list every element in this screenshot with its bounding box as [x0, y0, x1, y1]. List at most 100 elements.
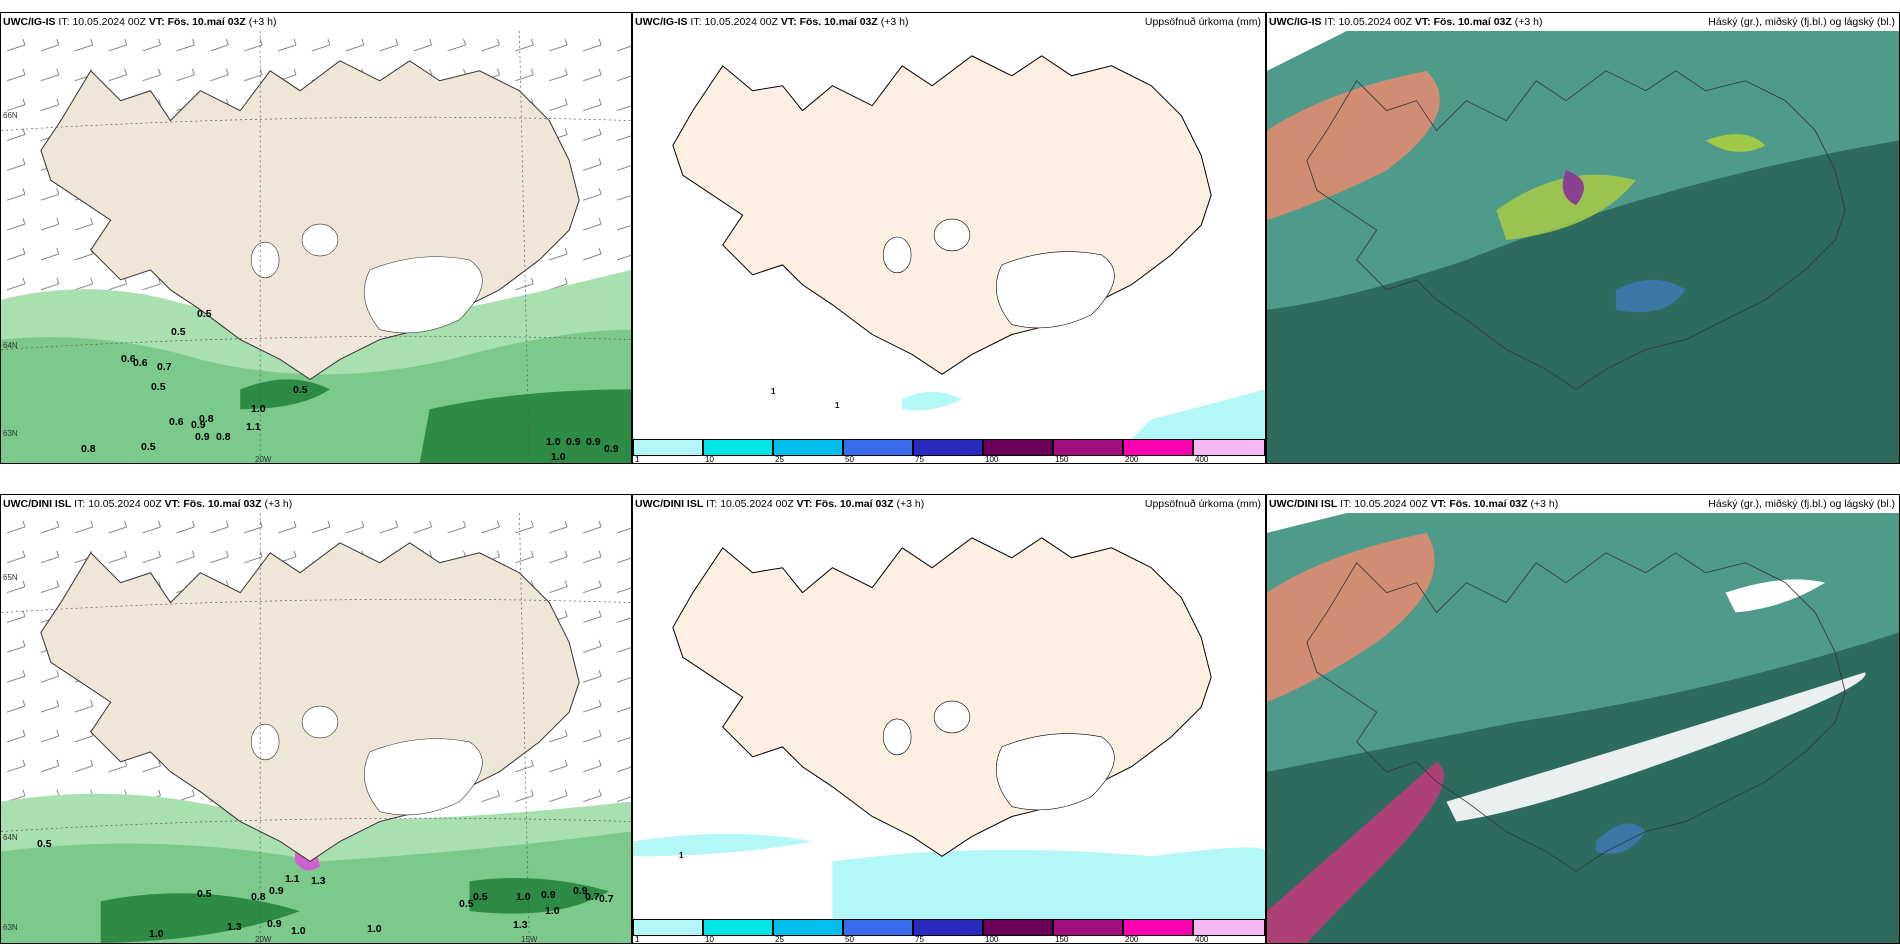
glacier [882, 236, 912, 274]
model-name: UWC/IG-IS [3, 16, 56, 28]
init-time: 10.05.2024 00Z [1354, 498, 1428, 510]
panel-header: UWC/IG-IS IT: 10.05.2024 00Z VT: Fös. 10… [1, 15, 631, 31]
lead-time: (+3 h) [880, 16, 909, 28]
gust-label: 0.9 [195, 431, 210, 443]
gust-label: 0.9 [269, 885, 284, 897]
lat-label: 65N [3, 573, 18, 582]
colorbar-tick: 1 [635, 455, 640, 464]
colorbar-swatch-2 [773, 439, 843, 456]
iceland-precip-svg [633, 537, 1265, 919]
iceland-wind-svg [1, 31, 631, 463]
init-time: 10.05.2024 00Z [704, 16, 778, 28]
colorbar-swatch-1 [703, 919, 773, 936]
gust-label: 0.9 [604, 443, 619, 455]
gust-label: 1.0 [251, 403, 266, 415]
gust-label: 0.7 [585, 891, 600, 903]
valid-time: Fös. 10.maí 03Z [183, 498, 262, 510]
colorbar-swatch-6 [1053, 919, 1123, 936]
gust-label: 0.5 [197, 888, 212, 900]
field-title: Uppsöfnuð úrkoma (mm) [1144, 498, 1261, 510]
it-label: IT: [706, 498, 718, 510]
panel-top-left-wind: UWC/IG-IS IT: 10.05.2024 00Z VT: Fös. 10… [0, 12, 632, 464]
model-name: UWC/IG-IS [1269, 16, 1322, 28]
model-name: UWC/DINI ISL [635, 498, 704, 510]
panel-top-mid-precip: UWC/IG-IS IT: 10.05.2024 00Z VT: Fös. 10… [632, 12, 1266, 464]
init-time: 10.05.2024 00Z [72, 16, 146, 28]
lead-time: (+3 h) [1530, 498, 1559, 510]
low-cloud [1615, 279, 1686, 313]
rain-area-heavy [419, 389, 631, 463]
glacier [882, 718, 912, 756]
gust-label: 1.0 [291, 925, 306, 937]
precip-label: 1 [771, 387, 776, 396]
gust-label: 1.1 [285, 873, 300, 885]
colorbar-tick: 25 [775, 455, 784, 464]
iceland-outline [1306, 70, 1846, 390]
glacier-vatnajokull [363, 256, 483, 334]
it-label: IT: [58, 16, 70, 28]
high-cloud [1267, 532, 1435, 703]
precip-area [633, 833, 813, 857]
panel-header: UWC/DINI ISL IT: 10.05.2024 00Z VT: Fös.… [633, 497, 1265, 513]
wind-map: 0.5 0.5 0.6 0.6 0.7 0.5 0.6 0.9 0.8 0.8 … [1, 31, 631, 463]
colorbar-tick: 200 [1125, 455, 1139, 464]
colorbar: 1 10 25 50 75 100 150 200 400 [633, 919, 1265, 943]
init-time: 10.05.2024 00Z [720, 498, 794, 510]
gust-label: 1.3 [311, 875, 326, 887]
high-cloud-band [1267, 761, 1444, 943]
lon-label: 15W [521, 935, 538, 944]
gust-label: 1.3 [227, 921, 242, 933]
rain-area-heavy [100, 893, 301, 943]
cloud-map [1267, 31, 1899, 463]
lat-label: 66N [3, 111, 18, 120]
colorbar-tick: 75 [915, 455, 924, 464]
gust-label: 0.5 [473, 891, 488, 903]
gust-label: 1.0 [551, 451, 566, 463]
gust-label: 1.3 [513, 919, 528, 931]
colorbar-swatch-3 [843, 439, 913, 456]
glacier [933, 218, 971, 252]
colorbar-swatch-7 [1123, 439, 1193, 456]
iceland-precip-svg [672, 55, 1265, 439]
model-name: UWC/DINI ISL [3, 498, 72, 510]
colorbar-swatch-5 [983, 919, 1053, 936]
colorbar-tick: 50 [845, 935, 854, 944]
colorbar-tick: 150 [1055, 455, 1069, 464]
gust-label: 0.5 [459, 898, 474, 910]
gust-label: 1.0 [367, 923, 382, 935]
iceland-wind-svg [1, 513, 631, 943]
clear-area [1267, 31, 1347, 71]
colorbar: 1 10 25 50 75 100 150 200 400 [633, 439, 1265, 463]
vt-label: VT: [148, 16, 165, 28]
lon-label: 20W [255, 935, 272, 944]
panel-bot-mid-precip: UWC/DINI ISL IT: 10.05.2024 00Z VT: Fös.… [632, 494, 1266, 944]
glacier-vatnajokull [995, 733, 1115, 811]
it-label: IT: [1340, 498, 1352, 510]
precip-label: 1 [679, 851, 684, 860]
lead-time: (+3 h) [1514, 16, 1543, 28]
gust-label: 0.5 [37, 838, 52, 850]
colorbar-tick: 200 [1125, 935, 1139, 944]
gust-label: 0.9 [267, 918, 282, 930]
iceland-land [672, 537, 1212, 857]
lead-time: (+3 h) [248, 16, 277, 28]
model-name: UWC/IG-IS [635, 16, 688, 28]
precip-area [832, 847, 1265, 919]
high-cloud [1267, 70, 1440, 221]
colorbar-tick: 150 [1055, 935, 1069, 944]
colorbar-tick: 10 [705, 455, 714, 464]
gust-label: 0.5 [197, 308, 212, 320]
precip-map: 1 [633, 513, 1265, 919]
glacier-vatnajokull [363, 738, 483, 816]
panel-top-right-clouds: UWC/IG-IS IT: 10.05.2024 00Z VT: Fös. 10… [1266, 12, 1900, 464]
panel-header: UWC/IG-IS IT: 10.05.2024 00Z VT: Fös. 10… [633, 15, 1265, 31]
clear-band [1446, 672, 1866, 822]
colorbar-swatch-0 [633, 439, 703, 456]
lat-label: 63N [3, 923, 18, 932]
precip-area [902, 391, 962, 411]
gust-label: 0.8 [216, 431, 231, 443]
lead-time: (+3 h) [896, 498, 925, 510]
gust-label: 0.9 [566, 436, 581, 448]
colorbar-tick: 25 [775, 935, 784, 944]
colorbar-swatch-2 [773, 919, 843, 936]
